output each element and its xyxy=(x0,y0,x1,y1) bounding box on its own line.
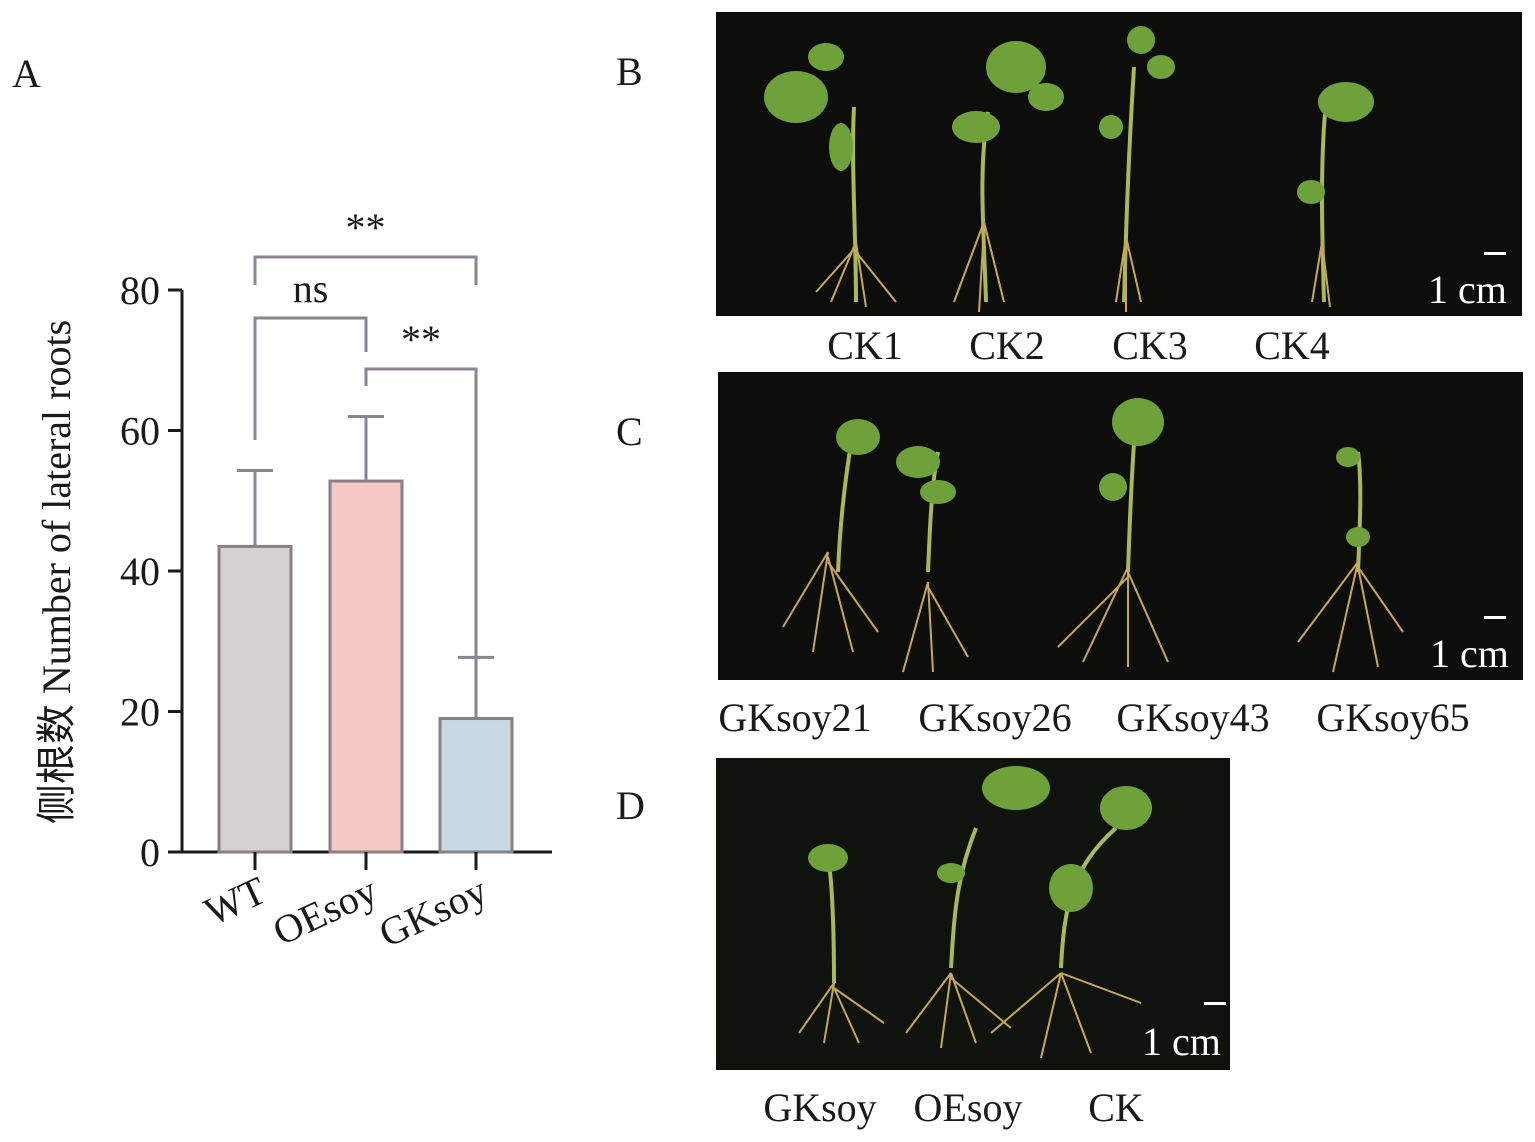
photo-panel-b: 1 cm xyxy=(716,12,1522,316)
significance-bracket-0 xyxy=(253,316,368,440)
scale-label-d: 1 cm xyxy=(1142,1019,1221,1064)
caption-c-1: GKsoy21 xyxy=(718,695,872,740)
significance-label-2: ** xyxy=(401,317,441,362)
significance-label-1: ** xyxy=(346,205,386,250)
seedling-illustration-c xyxy=(782,398,1404,673)
y-axis-label: 侧根数 Number of lateral roots xyxy=(34,320,79,824)
significance-bracket-1 xyxy=(253,255,478,285)
x-tick-label-OEsoy: OEsoy xyxy=(266,867,384,954)
scale-bar-c xyxy=(1484,616,1506,619)
bar-GKsoy xyxy=(438,717,514,854)
panel-letter-c: C xyxy=(616,409,643,454)
seedling-illustration-b xyxy=(764,26,1374,313)
seedling-illustration-d xyxy=(798,766,1152,1059)
chart-marks: 0 20 40 60 80 侧根数 Number of lateral roots WTOE… xyxy=(34,205,552,956)
caption-c-3: GKsoy43 xyxy=(1116,695,1270,740)
y-tick-label-1: 20 xyxy=(120,690,160,735)
caption-b-4: CK4 xyxy=(1254,323,1330,368)
y-tick-label-2: 40 xyxy=(120,549,160,594)
panel-letter-b: B xyxy=(616,49,643,94)
caption-b-3: CK3 xyxy=(1112,323,1188,368)
bar-OEsoy xyxy=(328,479,404,854)
panel-letter-a: A xyxy=(12,51,41,96)
x-tick-label-WT: WT xyxy=(197,867,272,934)
photo-panel-c: 1 cm xyxy=(718,372,1523,680)
bar-chart: 0 20 40 60 80 侧根数 Number of lateral roots WTOE… xyxy=(34,205,552,956)
x-tick-label-GKsoy: GKsoy xyxy=(372,867,494,956)
significance-bracket-2 xyxy=(364,367,478,690)
caption-b-2: CK2 xyxy=(969,323,1045,368)
scale-bar-d xyxy=(1204,1002,1226,1005)
caption-d-1: GKsoy xyxy=(763,1085,877,1130)
caption-d-3: CK xyxy=(1088,1085,1144,1130)
bar-WT xyxy=(217,544,293,854)
scale-label-b: 1 cm xyxy=(1428,267,1507,312)
y-tick-label-3: 60 xyxy=(120,409,160,454)
y-tick-label-0: 0 xyxy=(140,830,160,875)
significance-label-0: ns xyxy=(293,266,329,311)
panel-letter-d: D xyxy=(616,783,645,828)
caption-c-4: GKsoy65 xyxy=(1316,695,1470,740)
y-tick-label-4: 80 xyxy=(120,268,160,313)
caption-d-2: OEsoy xyxy=(913,1085,1023,1130)
caption-c-2: GKsoy26 xyxy=(918,695,1072,740)
photo-panel-d: 1 cm xyxy=(716,758,1230,1070)
scale-label-c: 1 cm xyxy=(1430,631,1509,676)
scale-bar-b xyxy=(1484,252,1506,255)
caption-b-1: CK1 xyxy=(827,323,903,368)
